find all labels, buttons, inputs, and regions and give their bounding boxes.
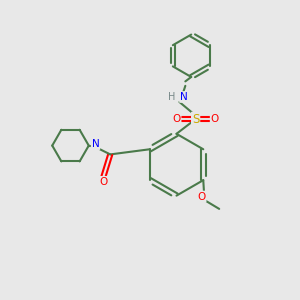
Text: O: O — [99, 177, 108, 187]
Text: S: S — [192, 112, 199, 126]
Text: N: N — [92, 139, 99, 149]
Text: O: O — [197, 191, 206, 202]
Text: O: O — [211, 114, 219, 124]
Text: H: H — [167, 92, 175, 102]
Text: N: N — [180, 92, 188, 102]
Text: O: O — [172, 114, 181, 124]
